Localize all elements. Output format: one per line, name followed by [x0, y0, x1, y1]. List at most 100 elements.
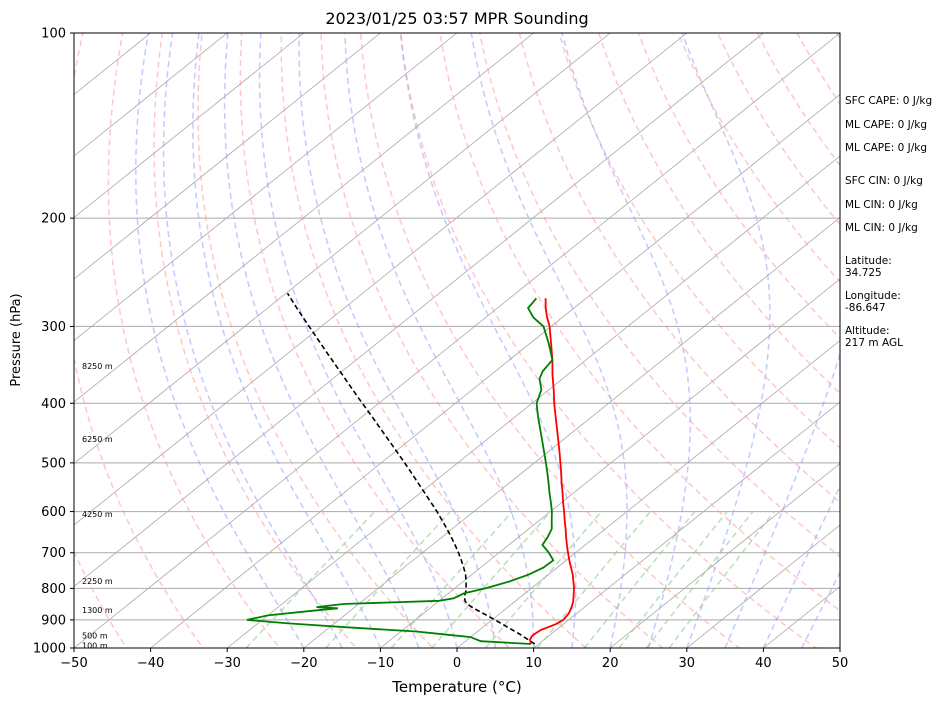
x-axis-ticks: −50 −40 −30 −20 −10 0 10 20 30 40 50 [60, 648, 848, 671]
altitude-label: Altitude: [845, 325, 890, 337]
y-tick-label: 500 [41, 456, 66, 471]
dry-adiabat [399, 33, 818, 648]
dry-adiabat [518, 33, 840, 504]
isotherm-line [74, 33, 381, 280]
isotherm-line [533, 401, 840, 648]
moist-adiabat [470, 33, 628, 648]
moist-adiabat [258, 33, 458, 648]
mixing-ratio-line [618, 511, 728, 648]
dry-adiabat [197, 33, 434, 648]
dry-adiabat [439, 33, 840, 612]
mixing-ratio-line [325, 511, 451, 648]
isotherm-line [74, 33, 611, 465]
isotherm-line [74, 33, 764, 588]
y-axis-ticks: 1000 900 800 700 600 500 400 300 200 100 [33, 27, 74, 657]
height-label: 4250 m [82, 510, 113, 519]
dry-adiabat [637, 33, 840, 339]
x-tick-label: −10 [367, 656, 394, 671]
parcel-profile-line [286, 292, 536, 645]
isotherm-line [74, 33, 228, 157]
moist-adiabat [400, 33, 577, 648]
moist-adiabat [192, 33, 382, 648]
mixing-ratio-line [668, 511, 775, 648]
height-label: 1300 m [82, 606, 113, 615]
mixing-ratio-line [390, 511, 513, 648]
dry-adiabat [74, 549, 128, 648]
height-label: 2250 m [82, 577, 113, 586]
mixing-ratio-line [645, 511, 754, 648]
sfc-cin-text: SFC CIN: 0 J/kg [845, 175, 923, 187]
dry-adiabat [239, 33, 511, 648]
longitude-value: -86.647 [845, 302, 886, 314]
dry-adiabat [74, 33, 205, 648]
mixing-ratio-line [431, 511, 552, 648]
mixing-ratio-line [583, 511, 696, 648]
y-tick-label: 700 [41, 546, 66, 561]
height-label: 500 m [82, 632, 108, 641]
x-tick-label: −50 [60, 656, 87, 671]
height-label: 100 m [82, 641, 108, 650]
x-axis-title: Temperature (°C) [391, 678, 521, 696]
longitude-label: Longitude: [845, 290, 901, 302]
isotherm-line [226, 155, 840, 648]
x-tick-label: 50 [832, 656, 849, 671]
ml-cin-text: ML CIN: 0 J/kg [845, 199, 918, 211]
latitude-label: Latitude: [845, 255, 892, 267]
x-tick-label: 30 [679, 656, 696, 671]
isotherm-line [74, 33, 458, 342]
chart-title: 2023/01/25 03:57 MPR Sounding [325, 9, 588, 28]
x-tick-label: 20 [602, 656, 619, 671]
ml-cin-text-2: ML CIN: 0 J/kg [845, 222, 918, 234]
dry-adiabat [478, 33, 840, 558]
isotherm-line [456, 339, 840, 648]
dry-adiabat [558, 33, 840, 449]
ml-cape-text: ML CAPE: 0 J/kg [845, 119, 927, 131]
y-axis-title: Pressure (hPa) [9, 293, 24, 386]
y-tick-label: 100 [41, 27, 66, 42]
background-lines [74, 33, 840, 648]
mixing-ratio-line [536, 511, 652, 648]
profile-lines [246, 292, 576, 645]
y-tick-label: 200 [41, 212, 66, 227]
dry-adiabat [153, 33, 358, 648]
dry-adiabat [359, 33, 741, 648]
sfc-cape-text: SFC CAPE: 0 J/kg [845, 95, 932, 107]
isotherm-line [686, 524, 840, 648]
height-label: 8250 m [82, 362, 113, 371]
isotherm-line [380, 278, 840, 648]
height-label: 6250 m [82, 435, 113, 444]
isotherm-line [303, 216, 840, 648]
moist-adiabat [681, 33, 771, 648]
moist-adiabat [223, 33, 420, 648]
x-tick-label: −20 [290, 656, 317, 671]
x-tick-label: 40 [755, 656, 772, 671]
y-tick-label: 300 [41, 320, 66, 335]
x-tick-label: 0 [453, 656, 461, 671]
dry-adiabat [280, 33, 588, 648]
y-tick-label: 900 [41, 613, 66, 628]
altitude-value: 217 m AGL [845, 337, 903, 349]
x-tick-label: −40 [137, 656, 164, 671]
moist-adiabat [135, 33, 305, 648]
y-tick-label: 400 [41, 397, 66, 412]
moist-adiabat [724, 33, 840, 648]
moist-adiabat [561, 33, 692, 648]
dewpoint-profile-line [246, 297, 555, 645]
temperature-profile-line [528, 298, 576, 645]
isotherm-line [74, 33, 688, 526]
isotherm-line [150, 93, 840, 648]
dry-adiabat [320, 33, 664, 648]
latitude-value: 34.725 [845, 267, 882, 279]
x-tick-label: 10 [525, 656, 542, 671]
isotherm-line [74, 33, 305, 219]
y-tick-label: 800 [41, 582, 66, 597]
isotherm-line [74, 33, 534, 403]
x-tick-label: −30 [213, 656, 240, 671]
y-tick-label: 600 [41, 505, 66, 520]
ml-cape-text-2: ML CAPE: 0 J/kg [845, 142, 927, 154]
moist-adiabat [162, 33, 343, 648]
dry-adiabat [597, 33, 840, 395]
